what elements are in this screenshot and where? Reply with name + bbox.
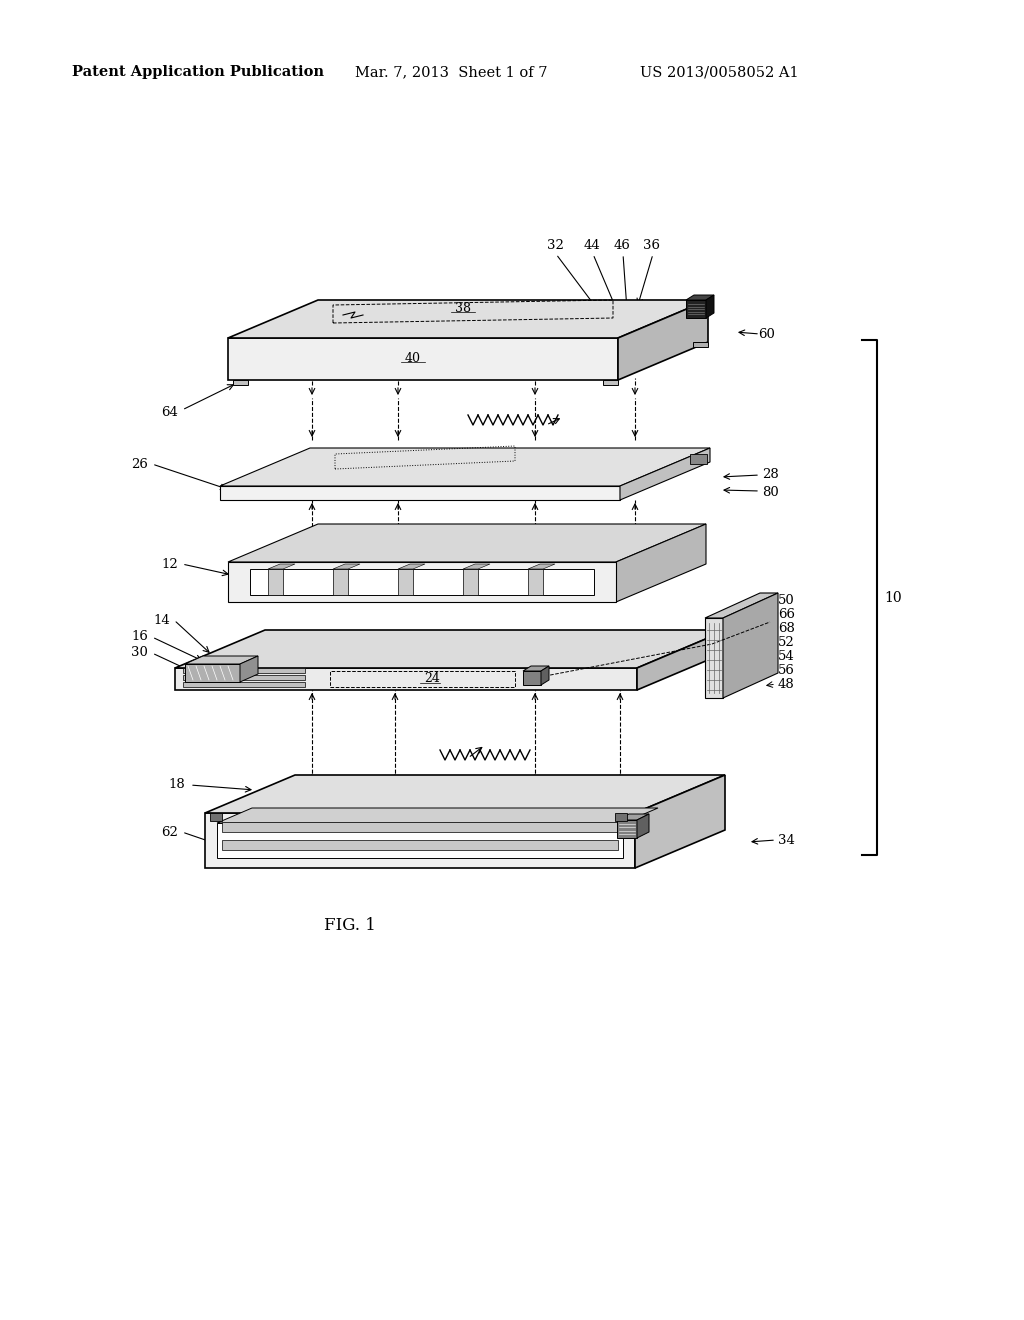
Polygon shape (690, 454, 707, 465)
Text: FIG. 1: FIG. 1 (324, 916, 376, 933)
Polygon shape (615, 813, 627, 821)
Text: 10: 10 (884, 590, 901, 605)
Polygon shape (240, 656, 258, 682)
Polygon shape (217, 808, 658, 822)
Polygon shape (523, 667, 549, 671)
Text: 40: 40 (406, 352, 421, 366)
Polygon shape (706, 294, 714, 318)
Text: 44: 44 (584, 239, 600, 252)
Text: 30: 30 (131, 645, 148, 659)
Polygon shape (463, 564, 490, 569)
Polygon shape (523, 671, 541, 685)
Polygon shape (222, 822, 618, 832)
Polygon shape (210, 813, 222, 821)
Polygon shape (618, 300, 708, 380)
Polygon shape (228, 562, 616, 602)
Text: 50: 50 (778, 594, 795, 606)
Polygon shape (333, 564, 360, 569)
Polygon shape (723, 593, 778, 698)
Polygon shape (228, 338, 618, 380)
Polygon shape (222, 840, 618, 850)
Text: 80: 80 (762, 486, 778, 499)
Text: 64: 64 (161, 405, 178, 418)
Polygon shape (528, 569, 543, 595)
Polygon shape (463, 569, 478, 595)
Text: 46: 46 (613, 239, 631, 252)
Text: US 2013/0058052 A1: US 2013/0058052 A1 (640, 65, 799, 79)
Text: 14: 14 (154, 614, 170, 627)
Text: Mar. 7, 2013  Sheet 1 of 7: Mar. 7, 2013 Sheet 1 of 7 (355, 65, 548, 79)
Polygon shape (686, 300, 706, 318)
Text: 56: 56 (778, 664, 795, 676)
Polygon shape (183, 682, 305, 686)
Text: 24: 24 (424, 672, 440, 685)
Text: Patent Application Publication: Patent Application Publication (72, 65, 324, 79)
Polygon shape (398, 564, 425, 569)
Polygon shape (617, 820, 637, 838)
Text: 62: 62 (161, 825, 178, 838)
Polygon shape (616, 524, 706, 602)
Polygon shape (705, 618, 723, 698)
Polygon shape (693, 342, 708, 347)
Text: 68: 68 (778, 622, 795, 635)
Polygon shape (617, 814, 649, 820)
Polygon shape (620, 447, 710, 500)
Text: 36: 36 (643, 239, 660, 252)
Text: 66: 66 (778, 607, 795, 620)
Polygon shape (398, 569, 413, 595)
Text: 18: 18 (168, 779, 185, 792)
Text: 48: 48 (778, 677, 795, 690)
Polygon shape (637, 814, 649, 838)
Text: 52: 52 (778, 635, 795, 648)
Polygon shape (637, 630, 727, 690)
Text: 54: 54 (778, 649, 795, 663)
Polygon shape (233, 380, 248, 385)
Polygon shape (175, 630, 727, 668)
Polygon shape (220, 447, 710, 486)
Polygon shape (705, 593, 778, 618)
Polygon shape (185, 664, 240, 682)
Polygon shape (686, 294, 714, 300)
Polygon shape (333, 569, 348, 595)
Polygon shape (250, 569, 594, 595)
Polygon shape (183, 668, 305, 673)
Polygon shape (183, 675, 305, 680)
Text: 28: 28 (762, 469, 778, 482)
Text: 34: 34 (778, 833, 795, 846)
Polygon shape (635, 775, 725, 869)
Polygon shape (541, 667, 549, 685)
Polygon shape (268, 564, 295, 569)
Polygon shape (185, 656, 258, 664)
Polygon shape (268, 569, 283, 595)
Polygon shape (217, 822, 623, 858)
Text: 16: 16 (131, 630, 148, 643)
Polygon shape (220, 486, 620, 500)
Polygon shape (228, 524, 706, 562)
Polygon shape (205, 813, 635, 869)
Polygon shape (603, 380, 618, 385)
Polygon shape (205, 775, 725, 813)
Polygon shape (228, 300, 708, 338)
Text: 32: 32 (547, 239, 563, 252)
Text: 60: 60 (758, 329, 775, 342)
Text: 26: 26 (131, 458, 148, 470)
Text: 38: 38 (455, 302, 471, 315)
Polygon shape (175, 668, 637, 690)
Text: 12: 12 (161, 558, 178, 572)
Polygon shape (528, 564, 555, 569)
